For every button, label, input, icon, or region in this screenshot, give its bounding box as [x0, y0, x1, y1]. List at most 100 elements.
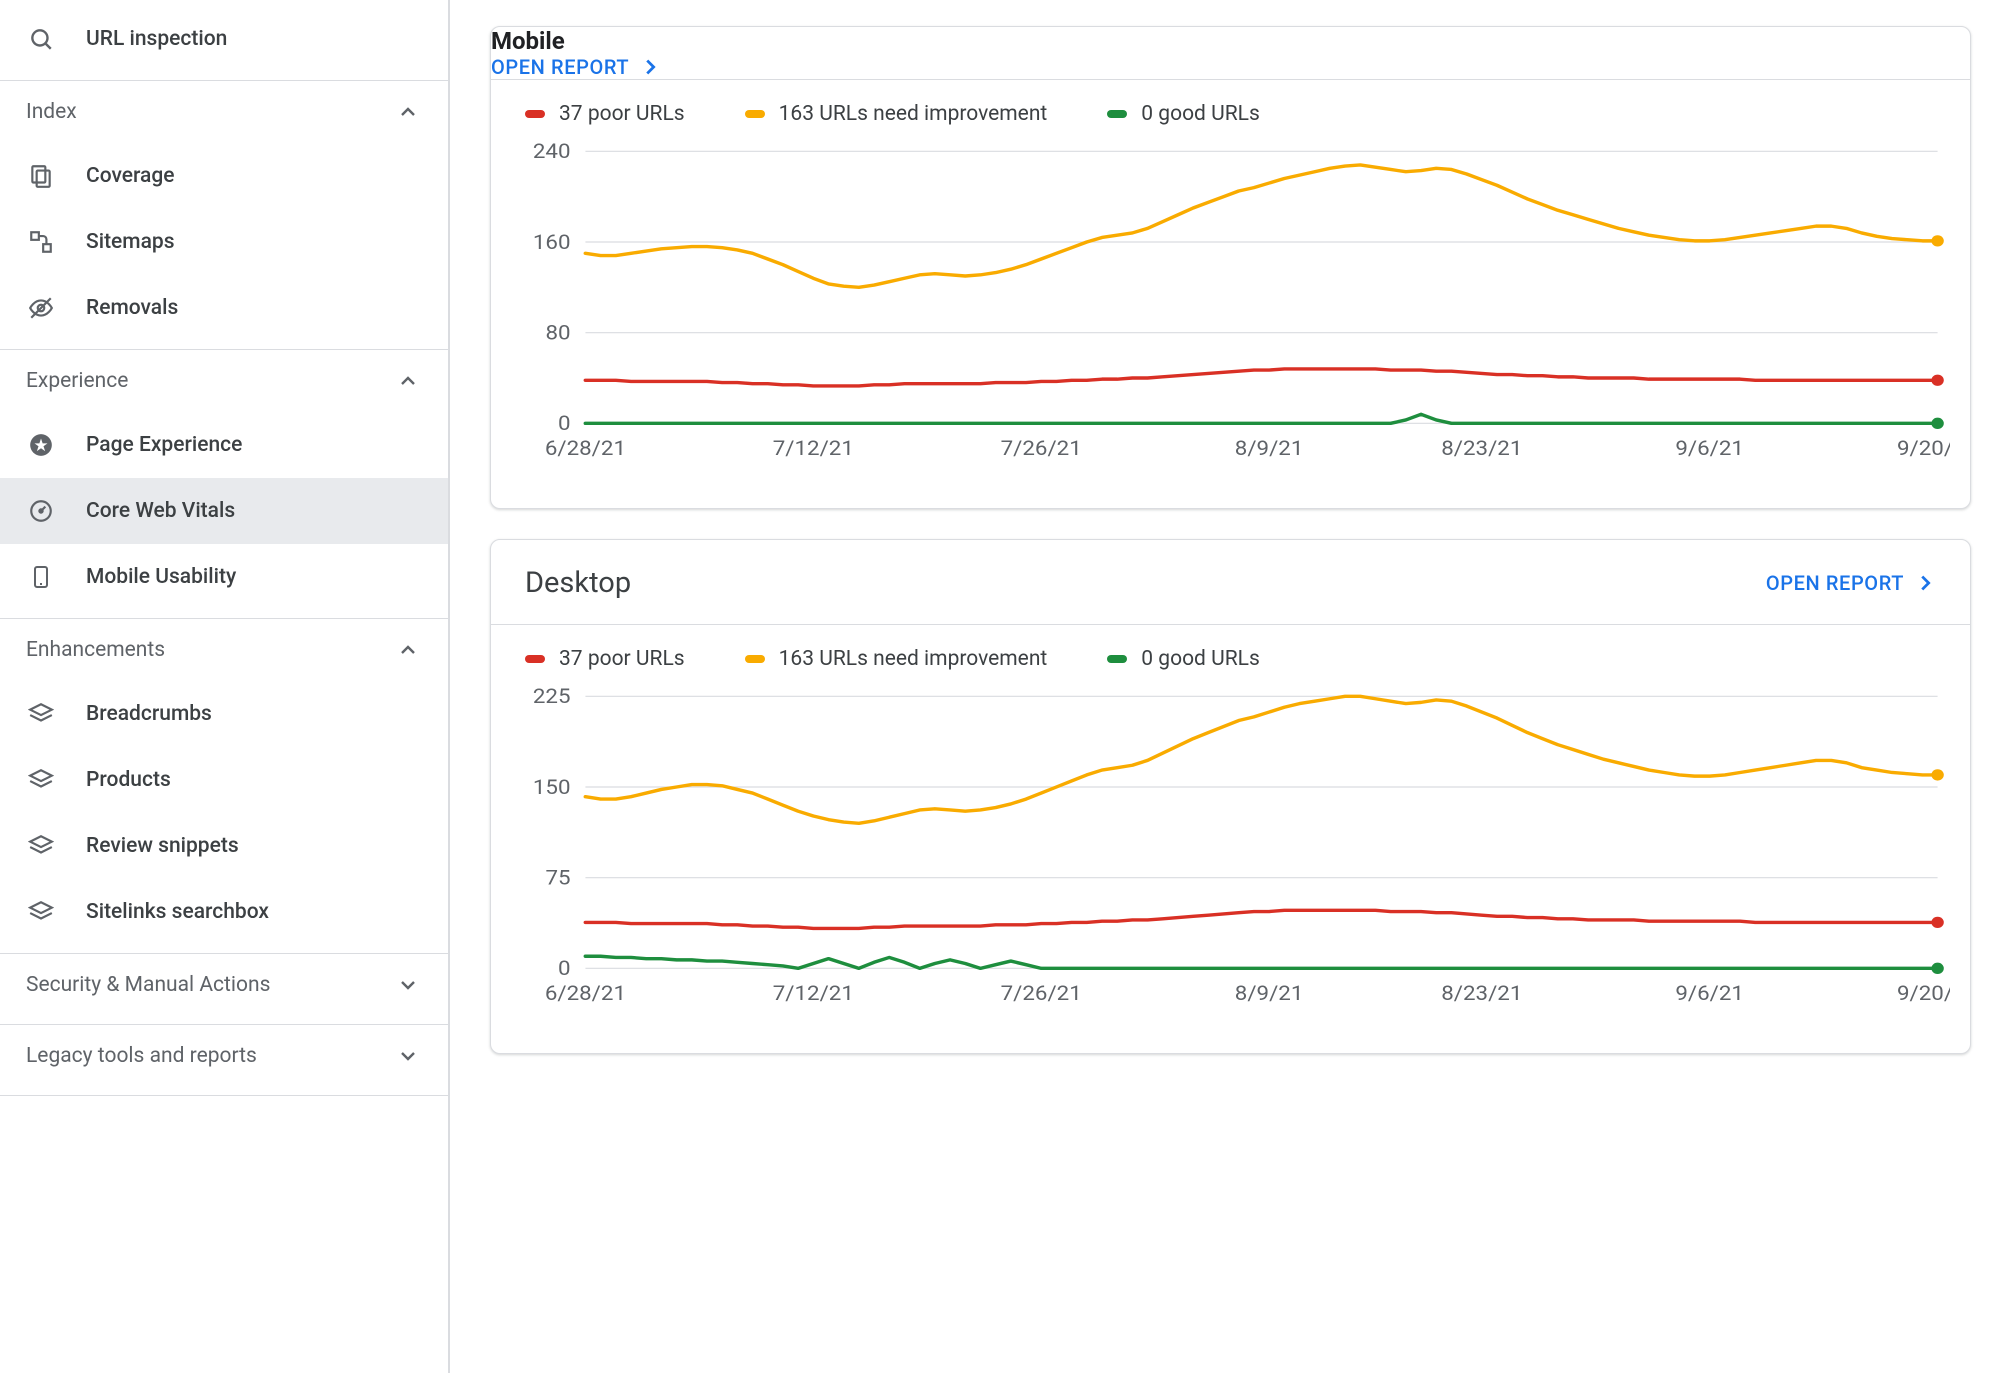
sidebar-item-label: Breadcrumbs	[86, 702, 212, 726]
layers-icon	[26, 765, 56, 795]
sidebar-item-products[interactable]: Products	[0, 747, 448, 813]
mobile-usability-icon	[26, 562, 56, 592]
legend-item-needs: 163 URLs need improvement	[745, 102, 1048, 126]
chevron-up-icon	[396, 369, 420, 393]
svg-text:6/28/21: 6/28/21	[545, 982, 626, 1006]
section-title: Experience	[26, 369, 128, 393]
section-title: Security & Manual Actions	[26, 973, 270, 997]
sidebar-item-label: Review snippets	[86, 834, 239, 858]
chevron-right-icon	[639, 56, 661, 78]
section-header-index[interactable]: Index	[0, 81, 448, 143]
chart-desktop: 0 75 150 225 6/28/21 7/12/21 7/26/21 8/9/21 8/23…	[511, 685, 1950, 1025]
sidebar-item-label: Coverage	[86, 164, 175, 188]
card-title: Desktop	[525, 566, 631, 600]
search-icon	[26, 24, 56, 54]
layers-icon	[26, 699, 56, 729]
svg-text:8/23/21: 8/23/21	[1441, 982, 1522, 1006]
legend-item-poor: 37 poor URLs	[525, 647, 685, 671]
svg-text:9/6/21: 9/6/21	[1675, 437, 1744, 461]
svg-text:7/26/21: 7/26/21	[1001, 982, 1082, 1006]
sidebar-item-label: Removals	[86, 296, 178, 320]
svg-text:9/6/21: 9/6/21	[1675, 982, 1744, 1006]
legend-item-poor: 37 poor URLs	[525, 102, 685, 126]
chart-mobile: 0801602406/28/217/12/217/26/218/9/218/23…	[511, 140, 1950, 480]
card-mobile: Mobile OPEN REPORT 37 poor URLs 163 URLs…	[490, 26, 1971, 509]
svg-text:7/26/21: 7/26/21	[1001, 437, 1082, 461]
legend-label: 37 poor URLs	[559, 102, 685, 126]
sidebar-item-sitelinks-searchbox[interactable]: Sitelinks searchbox	[0, 879, 448, 945]
sidebar: URL inspection Index Coverage Sitemaps R…	[0, 0, 450, 1373]
main-content: Mobile OPEN REPORT 37 poor URLs 163 URLs…	[450, 0, 1999, 1373]
chevron-up-icon	[396, 100, 420, 124]
sidebar-item-label: Sitelinks searchbox	[86, 900, 269, 924]
svg-text:8/9/21: 8/9/21	[1235, 982, 1304, 1006]
sidebar-item-core-web-vitals[interactable]: Core Web Vitals	[0, 478, 448, 544]
legend-label: 163 URLs need improvement	[779, 102, 1048, 126]
svg-text:0: 0	[558, 412, 571, 436]
svg-text:8/23/21: 8/23/21	[1441, 437, 1522, 461]
svg-text:7/12/21: 7/12/21	[773, 982, 854, 1006]
legend-label: 163 URLs need improvement	[779, 647, 1048, 671]
section-title: Enhancements	[26, 638, 165, 662]
svg-text:0: 0	[558, 957, 571, 981]
legend-label: 37 poor URLs	[559, 647, 685, 671]
svg-text:8/9/21: 8/9/21	[1235, 437, 1304, 461]
section-header-security[interactable]: Security & Manual Actions	[0, 954, 448, 1016]
svg-text:80: 80	[545, 321, 570, 345]
legend-swatch	[525, 655, 545, 663]
legend-swatch	[745, 110, 765, 118]
legend-label: 0 good URLs	[1141, 647, 1260, 671]
core-web-vitals-icon	[26, 496, 56, 526]
chevron-down-icon	[396, 973, 420, 997]
chart-legend: 37 poor URLs 163 URLs need improvement 0…	[491, 80, 1970, 136]
sidebar-item-mobile-usability[interactable]: Mobile Usability	[0, 544, 448, 610]
svg-text:6/28/21: 6/28/21	[545, 437, 626, 461]
open-report-label: OPEN REPORT	[1766, 571, 1904, 595]
chart-legend: 37 poor URLs 163 URLs need improvement 0…	[491, 625, 1970, 681]
svg-text:75: 75	[545, 866, 570, 890]
legend-swatch	[525, 110, 545, 118]
chevron-right-icon	[1914, 572, 1936, 594]
sidebar-item-label: Products	[86, 768, 171, 792]
sidebar-item-page-experience[interactable]: Page Experience	[0, 412, 448, 478]
legend-item-good: 0 good URLs	[1107, 102, 1260, 126]
coverage-icon	[26, 161, 56, 191]
sidebar-item-coverage[interactable]: Coverage	[0, 143, 448, 209]
sidebar-item-label: Page Experience	[86, 433, 242, 457]
page-experience-icon	[26, 430, 56, 460]
sidebar-item-label: URL inspection	[86, 27, 227, 51]
legend-item-needs: 163 URLs need improvement	[745, 647, 1048, 671]
section-title: Legacy tools and reports	[26, 1044, 257, 1068]
legend-swatch	[1107, 110, 1127, 118]
svg-text:9/20/21: 9/20/21	[1897, 437, 1950, 461]
sidebar-item-removals[interactable]: Removals	[0, 275, 448, 341]
card-desktop: Desktop OPEN REPORT 37 poor URLs 163 URL…	[490, 539, 1971, 1054]
svg-text:9/20/21: 9/20/21	[1897, 982, 1950, 1006]
sidebar-item-review-snippets[interactable]: Review snippets	[0, 813, 448, 879]
open-report-button[interactable]: OPEN REPORT	[1766, 571, 1936, 595]
svg-text:240: 240	[533, 140, 571, 164]
open-report-button[interactable]: OPEN REPORT	[491, 55, 1970, 79]
sidebar-item-sitemaps[interactable]: Sitemaps	[0, 209, 448, 275]
section-header-legacy[interactable]: Legacy tools and reports	[0, 1025, 448, 1087]
svg-text:160: 160	[533, 231, 571, 255]
legend-swatch	[745, 655, 765, 663]
svg-text:150: 150	[533, 776, 571, 800]
sidebar-item-label: Sitemaps	[86, 230, 175, 254]
legend-swatch	[1107, 655, 1127, 663]
sitemaps-icon	[26, 227, 56, 257]
sidebar-item-breadcrumbs[interactable]: Breadcrumbs	[0, 681, 448, 747]
layers-icon	[26, 897, 56, 927]
sidebar-item-label: Core Web Vitals	[86, 499, 235, 523]
sidebar-item-url-inspection[interactable]: URL inspection	[0, 6, 448, 72]
section-title: Index	[26, 100, 77, 124]
chevron-down-icon	[396, 1044, 420, 1068]
svg-text:225: 225	[533, 685, 571, 709]
removals-icon	[26, 293, 56, 323]
section-header-experience[interactable]: Experience	[0, 350, 448, 412]
section-header-enhancements[interactable]: Enhancements	[0, 619, 448, 681]
legend-label: 0 good URLs	[1141, 102, 1260, 126]
card-title: Mobile	[491, 27, 1970, 55]
chevron-up-icon	[396, 638, 420, 662]
legend-item-good: 0 good URLs	[1107, 647, 1260, 671]
